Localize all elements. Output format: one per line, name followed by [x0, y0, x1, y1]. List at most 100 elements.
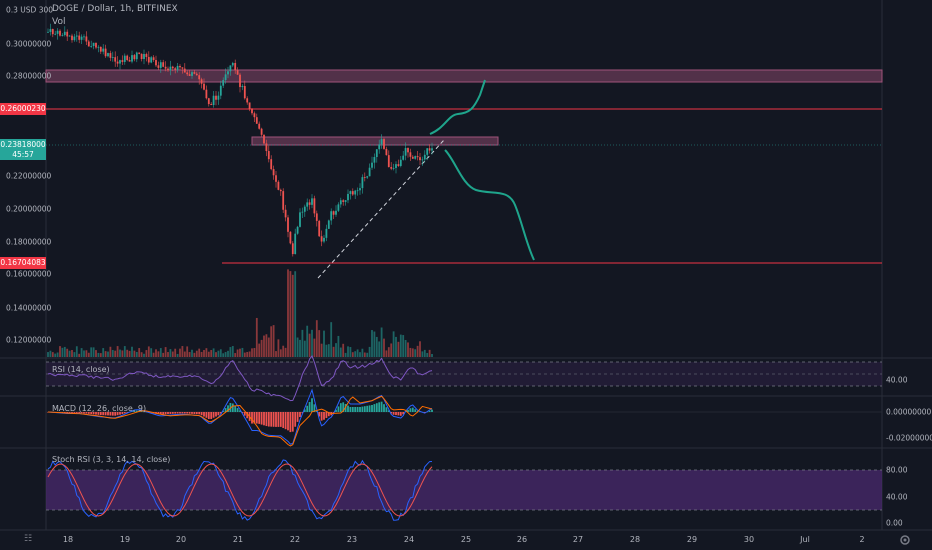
- stoch-k-line[interactable]: [47, 459, 433, 521]
- signal-line[interactable]: [47, 395, 433, 447]
- candle[interactable]: [272, 169, 275, 176]
- candle[interactable]: [239, 74, 241, 88]
- candle[interactable]: [354, 190, 357, 195]
- candle[interactable]: [289, 231, 292, 244]
- candle[interactable]: [169, 66, 172, 71]
- candle[interactable]: [330, 211, 333, 221]
- candle[interactable]: [87, 41, 90, 47]
- candle[interactable]: [270, 159, 273, 170]
- candle[interactable]: [414, 156, 417, 159]
- candle[interactable]: [347, 193, 349, 201]
- candle[interactable]: [284, 209, 287, 218]
- candle[interactable]: [303, 206, 306, 212]
- resistance-zone-upper[interactable]: [45, 69, 883, 83]
- candle[interactable]: [248, 102, 251, 110]
- bearish-projection-path[interactable]: [444, 149, 535, 261]
- candle[interactable]: [428, 148, 431, 151]
- candle[interactable]: [167, 68, 169, 71]
- candle[interactable]: [191, 72, 193, 76]
- candle[interactable]: [395, 164, 397, 168]
- candle[interactable]: [157, 65, 160, 68]
- candle[interactable]: [390, 167, 393, 169]
- candle[interactable]: [68, 35, 71, 37]
- candle[interactable]: [85, 36, 88, 42]
- candle[interactable]: [155, 60, 157, 66]
- candle[interactable]: [299, 212, 301, 227]
- candle[interactable]: [431, 148, 433, 151]
- candle[interactable]: [212, 95, 215, 105]
- candle[interactable]: [92, 42, 95, 47]
- candle[interactable]: [210, 104, 213, 105]
- candle[interactable]: [275, 175, 277, 182]
- candle[interactable]: [140, 53, 143, 60]
- candle[interactable]: [195, 73, 198, 76]
- candle[interactable]: [198, 75, 201, 80]
- candle[interactable]: [119, 60, 121, 64]
- candle[interactable]: [318, 220, 321, 237]
- volume-label[interactable]: Vol: [52, 17, 66, 27]
- candle[interactable]: [263, 134, 265, 144]
- candle[interactable]: [47, 31, 49, 33]
- candle[interactable]: [344, 200, 347, 202]
- candle[interactable]: [373, 157, 376, 163]
- candle[interactable]: [80, 36, 83, 40]
- candle[interactable]: [387, 155, 390, 168]
- candle[interactable]: [260, 128, 263, 135]
- candle[interactable]: [363, 177, 366, 178]
- candle[interactable]: [54, 33, 57, 35]
- candle[interactable]: [402, 155, 405, 160]
- candle[interactable]: [404, 148, 407, 156]
- candle[interactable]: [311, 198, 313, 205]
- candle[interactable]: [282, 191, 285, 210]
- candle[interactable]: [104, 48, 107, 57]
- candle[interactable]: [426, 148, 429, 155]
- candle[interactable]: [234, 62, 237, 71]
- candle[interactable]: [243, 86, 246, 99]
- candle[interactable]: [71, 35, 73, 41]
- candle[interactable]: [371, 162, 373, 168]
- candle[interactable]: [147, 56, 150, 63]
- candle[interactable]: [251, 109, 253, 114]
- candle[interactable]: [320, 236, 323, 242]
- candle[interactable]: [313, 198, 316, 214]
- candle[interactable]: [207, 98, 210, 105]
- candle[interactable]: [49, 29, 52, 32]
- candle[interactable]: [227, 71, 229, 75]
- candle[interactable]: [308, 202, 311, 205]
- candle[interactable]: [397, 164, 400, 166]
- candle[interactable]: [255, 117, 258, 124]
- candle[interactable]: [215, 95, 217, 100]
- candle[interactable]: [294, 233, 297, 255]
- candle[interactable]: [200, 79, 203, 84]
- candle[interactable]: [99, 46, 102, 52]
- current-price-tag[interactable]: 0.23818000: [0, 139, 46, 151]
- candle[interactable]: [97, 46, 100, 48]
- bullish-projection-path[interactable]: [429, 79, 486, 135]
- candle[interactable]: [114, 57, 117, 62]
- candle[interactable]: [325, 228, 328, 238]
- candle[interactable]: [323, 237, 325, 242]
- candle[interactable]: [421, 159, 424, 161]
- candle[interactable]: [164, 66, 167, 69]
- candle[interactable]: [107, 53, 109, 57]
- candle[interactable]: [131, 55, 133, 62]
- candle[interactable]: [236, 70, 239, 75]
- candlestick-series[interactable]: [47, 23, 433, 257]
- candle[interactable]: [301, 211, 304, 213]
- candle[interactable]: [59, 30, 61, 36]
- candle[interactable]: [123, 55, 126, 62]
- candle[interactable]: [378, 144, 381, 150]
- candle[interactable]: [174, 68, 177, 70]
- candle[interactable]: [366, 176, 369, 178]
- gear-icon[interactable]: [898, 533, 912, 547]
- candle[interactable]: [83, 36, 85, 38]
- candle[interactable]: [392, 167, 395, 169]
- candle[interactable]: [359, 188, 361, 191]
- candle[interactable]: [411, 156, 414, 159]
- candle[interactable]: [186, 72, 189, 75]
- macd-title[interactable]: MACD (12, 26, close, 9): [52, 404, 147, 413]
- candle[interactable]: [416, 156, 419, 158]
- candle[interactable]: [383, 139, 385, 149]
- candle[interactable]: [152, 57, 155, 61]
- candle[interactable]: [145, 54, 148, 57]
